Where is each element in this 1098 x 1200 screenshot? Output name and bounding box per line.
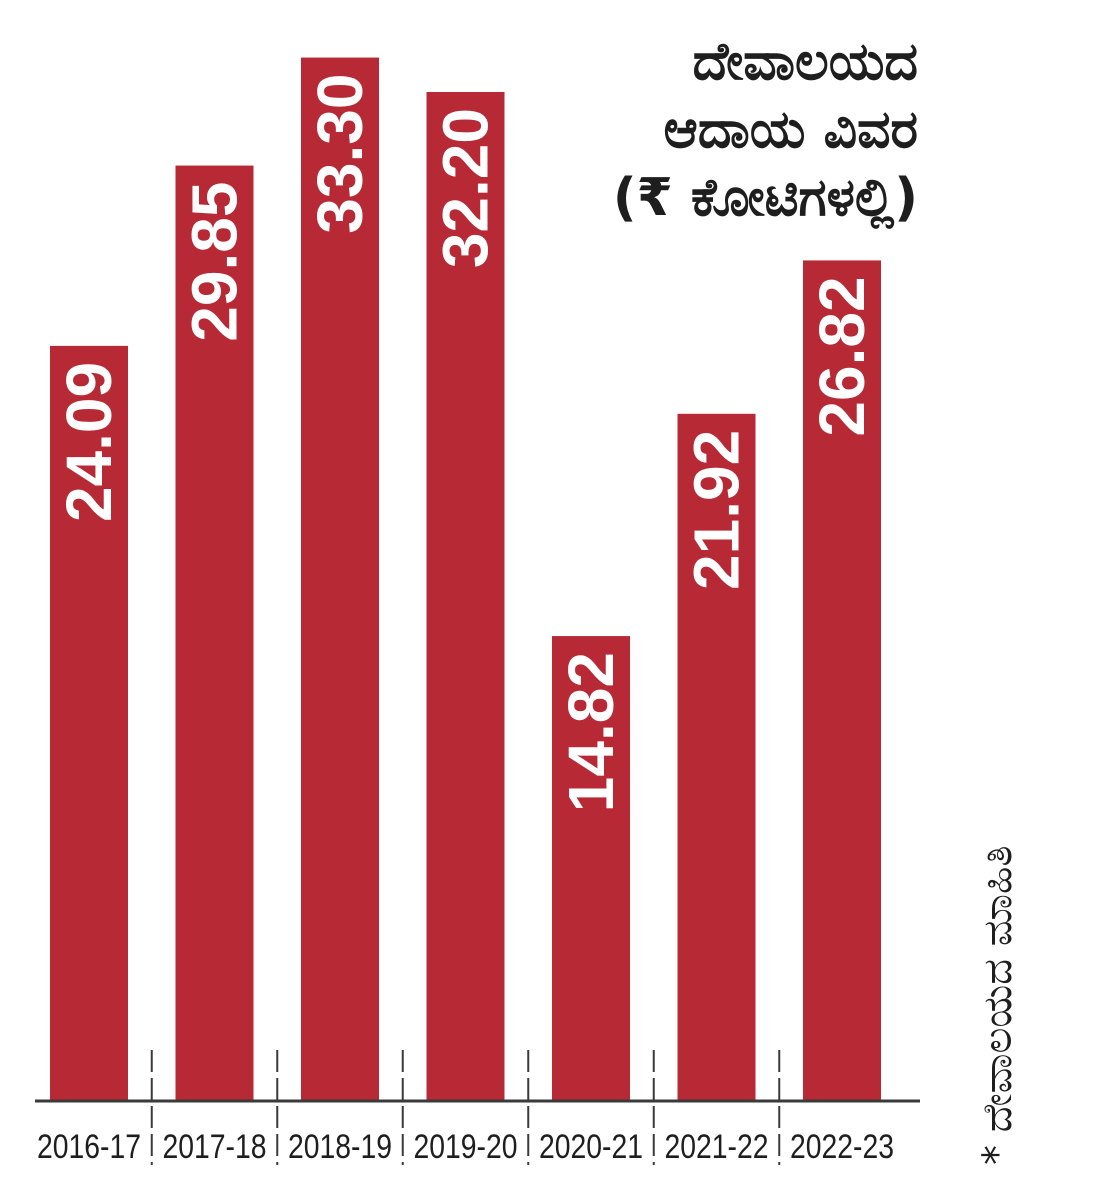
value-label-2022-23: 26.82 <box>806 276 878 436</box>
value-label-2021-22: 21.92 <box>681 430 753 590</box>
category-label-2017-18: 2017-18 <box>163 1128 267 1166</box>
value-label-2018-19: 33.30 <box>304 74 376 234</box>
category-labels-group: 2016-17 2017-18 2018-19 2019-20 2020-21 2021-… <box>37 1128 894 1166</box>
bar-2022-23 <box>803 260 881 1101</box>
value-labels-group: 24.09 29.85 33.30 32.20 14.82 21.92 26.82 <box>53 74 878 813</box>
category-separators <box>150 1050 781 1165</box>
category-label-2020-21: 2020-21 <box>539 1128 643 1166</box>
bars-group <box>50 57 881 1101</box>
bar-2021-22 <box>677 413 756 1100</box>
bar-2018-19 <box>301 57 379 1101</box>
bar-2017-18 <box>175 165 254 1101</box>
chart-title-line-1: ದೇವಾಲಯದ <box>692 32 918 92</box>
category-label-2021-22: 2021-22 <box>665 1128 769 1166</box>
bar-2020-21 <box>552 636 630 1100</box>
bar-2019-20 <box>426 92 505 1100</box>
value-label-2019-20: 32.20 <box>430 108 502 268</box>
category-label-2016-17: 2016-17 <box>37 1128 141 1166</box>
chart-title-line-3: (₹ ಕೋಟಿಗಳಲ್ಲಿ) <box>612 168 918 228</box>
chart-title-line-2: ಆದಾಯ ವಿವರ <box>663 100 919 160</box>
bar-2016-17 <box>50 345 128 1100</box>
category-label-2019-20: 2019-20 <box>414 1128 518 1166</box>
chart-title: ದೇವಾಲಯದ ಆದಾಯ ವಿವರ (₹ ಕೋಟಿಗಳಲ್ಲಿ) <box>613 28 918 232</box>
value-label-2020-21: 14.82 <box>555 652 627 812</box>
value-label-2016-17: 24.09 <box>53 362 125 522</box>
category-label-2022-23: 2022-23 <box>790 1128 894 1166</box>
source-note: * ದೇವಾಲಯದ ಮಾಹಿತಿ <box>975 845 1021 1165</box>
category-label-2018-19: 2018-19 <box>288 1128 392 1166</box>
value-label-2017-18: 29.85 <box>179 182 251 342</box>
